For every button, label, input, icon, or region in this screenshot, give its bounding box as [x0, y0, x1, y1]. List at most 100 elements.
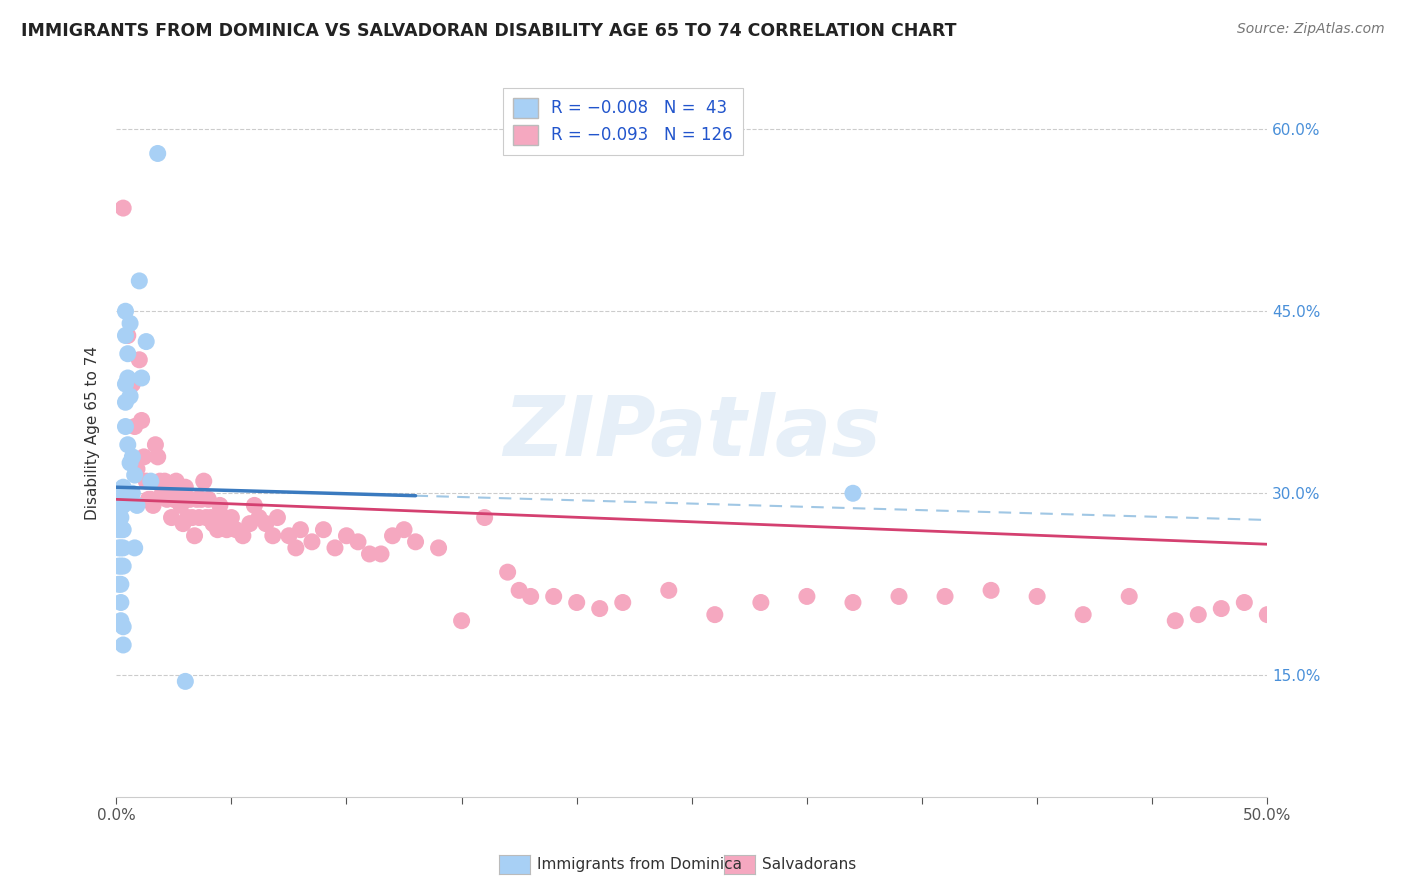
- Point: [204, 510, 226, 524]
- Point: [1071, 607, 1094, 622]
- Point: [114, 377, 136, 392]
- Point: [887, 590, 910, 604]
- Point: [172, 516, 194, 531]
- Point: [135, 474, 157, 488]
- Point: [1187, 607, 1209, 622]
- Point: [186, 492, 208, 507]
- Point: [131, 413, 153, 427]
- Point: [138, 492, 160, 507]
- Point: [107, 559, 129, 574]
- Point: [392, 523, 415, 537]
- Point: [277, 529, 299, 543]
- Point: [335, 529, 357, 543]
- Point: [312, 523, 335, 537]
- Point: [174, 480, 197, 494]
- Point: [120, 456, 142, 470]
- Point: [120, 389, 142, 403]
- Point: [347, 534, 370, 549]
- Point: [1313, 614, 1336, 628]
- Point: [1026, 590, 1049, 604]
- Point: [179, 492, 201, 507]
- Point: [124, 468, 146, 483]
- Text: Source: ZipAtlas.com: Source: ZipAtlas.com: [1237, 22, 1385, 37]
- Point: [703, 607, 725, 622]
- Point: [163, 492, 186, 507]
- Point: [232, 529, 254, 543]
- Point: [167, 486, 190, 500]
- Point: [128, 352, 150, 367]
- Point: [183, 529, 205, 543]
- Point: [165, 474, 187, 488]
- Point: [142, 499, 165, 513]
- Point: [1382, 601, 1405, 615]
- Point: [266, 510, 288, 524]
- Point: [254, 516, 277, 531]
- Point: [124, 419, 146, 434]
- Point: [153, 474, 176, 488]
- Point: [1371, 614, 1393, 628]
- Point: [1118, 590, 1140, 604]
- Point: [117, 347, 139, 361]
- Point: [156, 492, 179, 507]
- Point: [450, 614, 472, 628]
- Point: [107, 577, 129, 591]
- Point: [474, 510, 496, 524]
- Point: [170, 499, 193, 513]
- Point: [427, 541, 450, 555]
- Point: [110, 541, 132, 555]
- Point: [114, 395, 136, 409]
- Point: [658, 583, 681, 598]
- Point: [496, 565, 519, 579]
- Point: [160, 510, 183, 524]
- Point: [543, 590, 565, 604]
- Point: [262, 529, 284, 543]
- Point: [125, 462, 148, 476]
- Point: [112, 201, 135, 215]
- Point: [1211, 601, 1233, 615]
- Point: [110, 492, 132, 507]
- Point: [114, 304, 136, 318]
- Point: [1291, 607, 1313, 622]
- Point: [193, 474, 215, 488]
- Point: [110, 559, 132, 574]
- Point: [124, 541, 146, 555]
- Point: [201, 516, 224, 531]
- Point: [121, 450, 143, 464]
- Point: [112, 638, 135, 652]
- Point: [359, 547, 381, 561]
- Point: [215, 523, 238, 537]
- Point: [200, 510, 222, 524]
- Point: [1302, 607, 1324, 622]
- Point: [107, 504, 129, 518]
- Point: [980, 583, 1002, 598]
- Point: [112, 541, 135, 555]
- Point: [110, 510, 132, 524]
- Point: [225, 523, 247, 537]
- Point: [301, 534, 323, 549]
- Point: [284, 541, 307, 555]
- Y-axis label: Disability Age 65 to 74: Disability Age 65 to 74: [86, 345, 100, 520]
- Point: [128, 274, 150, 288]
- Point: [842, 486, 865, 500]
- Point: [176, 510, 198, 524]
- Point: [221, 510, 243, 524]
- Text: ZIPatlas: ZIPatlas: [503, 392, 880, 473]
- Point: [110, 577, 132, 591]
- Point: [589, 601, 612, 615]
- Point: [188, 510, 211, 524]
- Point: [145, 438, 167, 452]
- Point: [120, 317, 142, 331]
- Point: [132, 450, 155, 464]
- Point: [565, 595, 588, 609]
- Point: [157, 486, 180, 500]
- Text: IMMIGRANTS FROM DOMINICA VS SALVADORAN DISABILITY AGE 65 TO 74 CORRELATION CHART: IMMIGRANTS FROM DOMINICA VS SALVADORAN D…: [21, 22, 956, 40]
- Point: [612, 595, 634, 609]
- Point: [110, 614, 132, 628]
- Point: [1348, 614, 1371, 628]
- Point: [117, 328, 139, 343]
- Point: [139, 474, 162, 488]
- Point: [323, 541, 346, 555]
- Point: [1395, 595, 1406, 609]
- Point: [146, 146, 169, 161]
- Point: [181, 510, 204, 524]
